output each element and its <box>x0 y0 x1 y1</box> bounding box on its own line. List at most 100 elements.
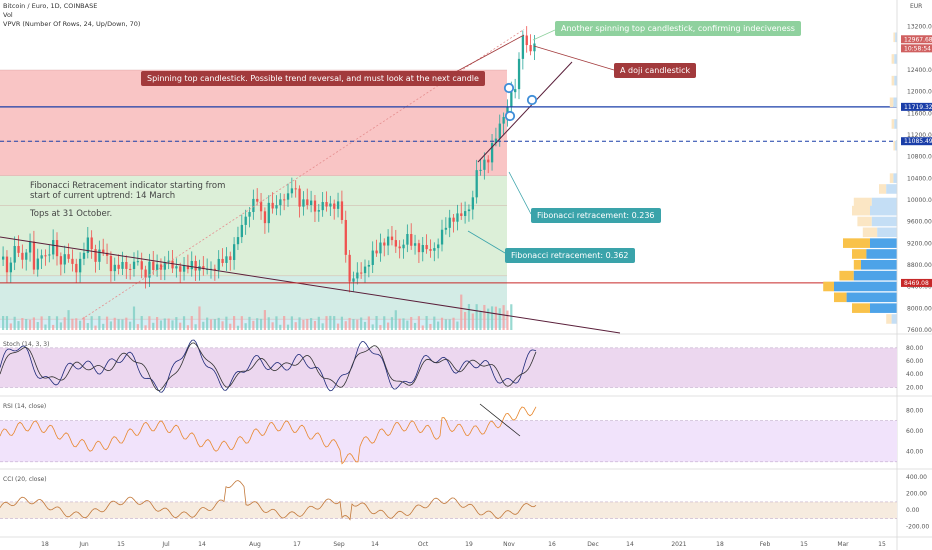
candle-body <box>437 244 440 249</box>
candle-body <box>421 244 424 253</box>
pin-marker-0 <box>503 82 515 94</box>
volume-bar <box>136 324 139 330</box>
candle-body <box>279 199 282 206</box>
candle-body <box>444 227 448 230</box>
candle-body <box>259 201 263 212</box>
connector-fib0362 <box>467 230 506 254</box>
volume-bar <box>40 316 43 330</box>
volume-bar <box>198 306 201 330</box>
volume-bar <box>256 318 259 330</box>
volume-bar <box>5 316 9 330</box>
vp-row-up <box>857 216 872 227</box>
volume-bar <box>225 316 228 330</box>
candle-body <box>229 256 232 260</box>
candle-body <box>448 217 451 228</box>
candle-body <box>383 242 386 246</box>
x-tick-label: Nov <box>503 541 515 548</box>
x-tick-label: 19 <box>465 541 473 548</box>
candle-body <box>271 202 274 209</box>
x-tick-label: 16 <box>548 541 556 548</box>
volume-bar <box>352 319 355 330</box>
candle-body <box>356 272 359 279</box>
vp-row-down <box>893 173 897 183</box>
vpvr-label: VPVR (Number Of Rows, 24, Up/Down, 70) <box>3 20 141 28</box>
x-tick-label: Jul <box>161 541 170 548</box>
volume-bar <box>206 317 209 330</box>
cci-label: CCI (20, close) <box>3 476 47 483</box>
descending-trendline <box>0 236 621 334</box>
note-spinning-top: Spinning top candlestick. Possible trend… <box>141 71 485 86</box>
vp-row-down <box>895 32 897 43</box>
candle-body <box>148 261 151 278</box>
vp-row-down <box>870 303 897 313</box>
volume-bar <box>63 317 66 330</box>
vp-row-up <box>889 97 894 108</box>
y-tick-label: 13200.00 <box>907 24 932 31</box>
candle-body <box>298 188 301 207</box>
vp-row-up <box>843 238 870 248</box>
candle-body <box>52 240 55 255</box>
price-tag-bg <box>901 102 932 111</box>
volume-bar <box>425 316 428 330</box>
x-tick-label: Aug <box>249 541 261 548</box>
volume-bar <box>444 319 447 330</box>
volume-bar <box>483 304 486 330</box>
y-tick-label: 12000.00 <box>907 89 932 96</box>
vp-row-down <box>886 184 897 194</box>
candle-body <box>102 249 105 253</box>
candle-body <box>44 255 47 257</box>
candle-body <box>306 199 309 206</box>
candle-body <box>433 248 436 251</box>
volume-bar <box>283 316 286 330</box>
volume-bar <box>510 304 513 330</box>
volume-bar <box>175 317 178 330</box>
candle-body <box>86 237 89 253</box>
volume-bar <box>325 316 328 330</box>
volume-bar <box>67 310 70 330</box>
candle-body <box>475 170 478 198</box>
volume-bar <box>221 321 224 330</box>
candle-body <box>175 266 178 269</box>
candle-body <box>82 252 86 259</box>
candle-body <box>71 258 74 264</box>
candle-body <box>402 244 405 249</box>
volume-bar <box>75 318 78 330</box>
rsi-label: RSI (14, close) <box>3 403 46 410</box>
candle-body <box>144 269 147 278</box>
candle-body <box>302 199 305 207</box>
stoch-band <box>0 347 897 388</box>
vp-row-down <box>870 205 897 216</box>
vp-row-up <box>879 184 887 194</box>
candle-body <box>471 197 474 210</box>
volume-bar <box>475 304 478 330</box>
vp-row-down <box>834 281 897 292</box>
vp-row-down <box>894 75 897 86</box>
volume-bar <box>267 317 270 330</box>
volume-bar <box>82 316 86 330</box>
volume-bar <box>132 306 136 330</box>
candle-body <box>159 264 163 270</box>
y-tick-label: 7600.00 <box>907 327 932 334</box>
candle-body <box>456 213 459 222</box>
price-tag-label: 11085.49 <box>904 138 932 145</box>
note-fib-0362: Fibonacci retracement: 0.362 <box>505 248 635 263</box>
x-tick-label: Mar <box>837 541 849 548</box>
y-tick-label: 12400.00 <box>907 67 932 74</box>
candle-body <box>140 261 143 270</box>
y-tick-label: 8800.00 <box>907 262 932 269</box>
candle-body <box>256 198 259 202</box>
cci-line <box>0 480 537 521</box>
cci-tick: 400.00 <box>906 474 927 481</box>
volume-bar <box>32 317 35 330</box>
candle-body <box>467 209 471 212</box>
volume-bar <box>413 322 417 330</box>
x-tick-label: Sep <box>333 541 345 548</box>
x-tick-label: 15 <box>878 541 886 548</box>
stoch-tick: 20.00 <box>906 384 923 391</box>
candle-body <box>483 159 486 170</box>
connector-another <box>532 29 556 41</box>
candle-body <box>182 265 186 272</box>
vp-row-up <box>891 75 895 86</box>
volume-bar <box>275 316 278 330</box>
